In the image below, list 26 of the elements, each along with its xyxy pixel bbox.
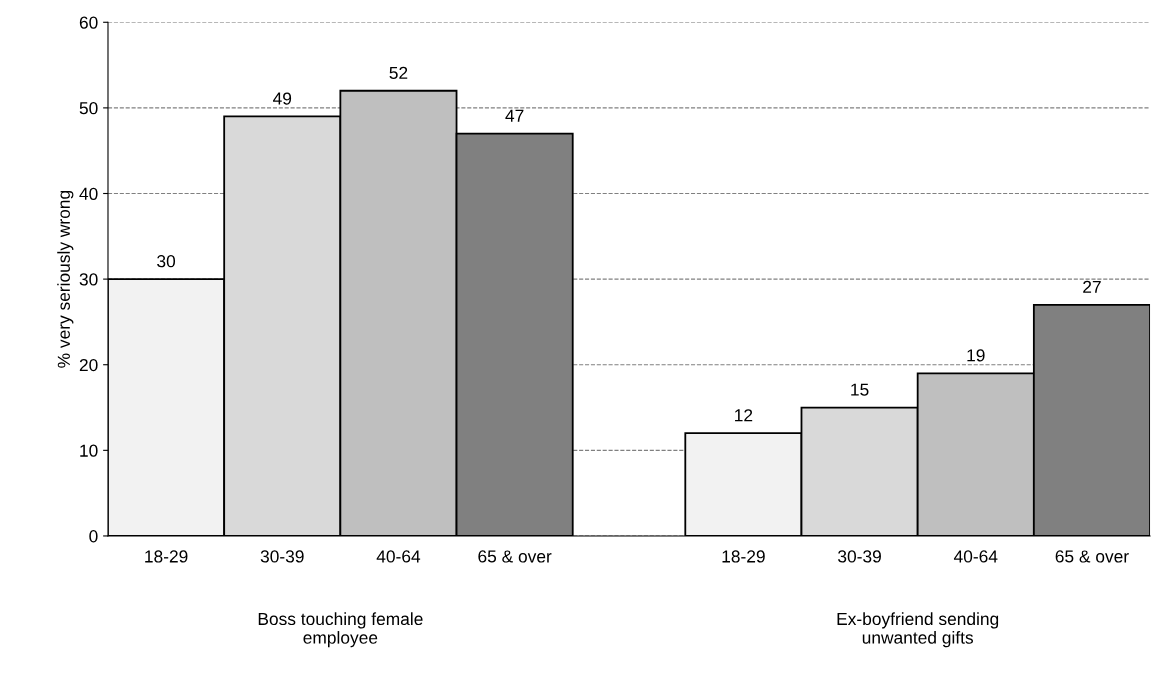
y-tick-label: 40 [79, 187, 98, 200]
text: 40-64 [953, 550, 998, 563]
text: 18-29 [722, 550, 765, 563]
y-axis-title: % very seriously wrong [57, 190, 74, 368]
y-tick-label: 0 [89, 530, 98, 543]
data-label: 49 [273, 92, 292, 105]
y-tick-label: 30 [79, 273, 98, 286]
series-label: 30-39 [260, 550, 304, 563]
series-label: 65 & over [478, 550, 552, 563]
data-label: 15 [851, 383, 869, 396]
data-label: 47 [505, 109, 524, 122]
y-tick-label: 50 [79, 102, 98, 115]
text: 65 & over [1055, 550, 1129, 563]
y-tick-label: 20 [79, 358, 98, 372]
data-label: 19 [967, 349, 985, 362]
data-label: 52 [389, 66, 408, 79]
y-tick-label: 60 [79, 16, 98, 29]
data-label: 27 [1083, 280, 1101, 293]
data-label: 12 [735, 409, 753, 422]
text: 30-39 [838, 550, 881, 563]
series-label: 40-64 [376, 550, 421, 563]
x-tick-label: Ex-boyfriend sending unwanted gifts [837, 612, 999, 648]
y-tick-label: 10 [80, 444, 98, 457]
data-label: 30 [157, 255, 176, 268]
x-tick-label: Boss touching female employee [258, 612, 423, 648]
series-label: 18-29 [145, 550, 188, 563]
